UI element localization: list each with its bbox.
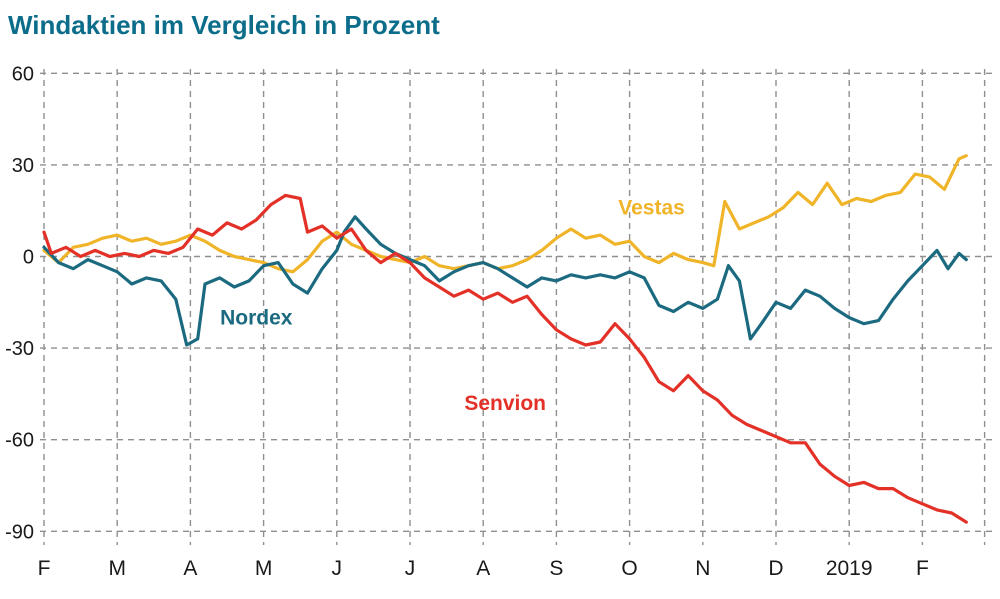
x-tick-label: M: [255, 557, 273, 580]
series-label-vestas: Vestas: [618, 197, 685, 220]
x-tick-label: S: [549, 557, 563, 580]
x-tick-label: M: [108, 557, 126, 580]
chart-title: Windaktien im Vergleich in Prozent: [8, 10, 440, 40]
x-tick-label: F: [38, 557, 51, 580]
series-line-senvion: [42, 193, 968, 524]
x-tick-label: 2019: [826, 557, 873, 580]
y-tick-label: 60: [12, 63, 34, 85]
gridlines: [40, 69, 993, 545]
x-tick-label: F: [916, 557, 929, 580]
y-tick-label: 0: [23, 247, 34, 269]
y-tick-label: -60: [5, 430, 34, 452]
x-tick-label: J: [405, 557, 416, 580]
x-tick-label: J: [332, 557, 343, 580]
x-tick-label: A: [476, 557, 490, 580]
x-tick-label: O: [621, 557, 637, 580]
series-label-nordex: Nordex: [220, 307, 293, 330]
series-line-nordex: [42, 215, 968, 347]
series-label-senvion: Senvion: [464, 392, 546, 415]
x-tick-label: N: [695, 557, 710, 580]
y-tick-label: -90: [5, 521, 34, 543]
x-tick-label: A: [183, 557, 197, 580]
y-tick-label: -30: [5, 338, 34, 360]
x-axis-labels: F M A M J J A S O N D 2019 F: [38, 557, 929, 580]
chart-area: 60 30 0 -30 -60 -90 F M A M J J A S O N D 2019 F Vestas Nord…: [0, 45, 1000, 593]
y-tick-label: 30: [12, 155, 34, 177]
y-axis-labels: 60 30 0 -30 -60 -90: [5, 63, 34, 543]
x-tick-label: D: [768, 557, 783, 580]
series-line-vestas: [42, 154, 968, 274]
